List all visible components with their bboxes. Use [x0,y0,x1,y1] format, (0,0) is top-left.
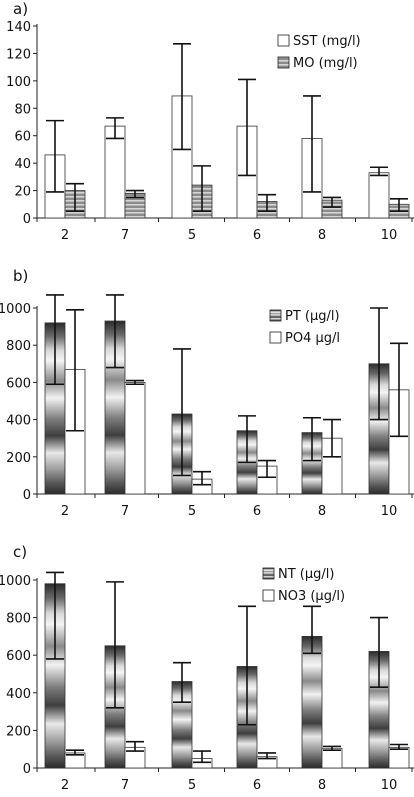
x-tick-label: 8 [318,504,326,519]
y-tick-label: 600 [6,649,31,664]
y-tick-label: 200 [6,451,31,466]
bar [321,747,343,769]
x-tick-label: 5 [188,228,196,243]
panel-label: c) [13,543,27,561]
x-tick-label: 10 [381,778,398,793]
y-tick-label: 1000 [0,302,31,317]
chart-panel-c: c) 0 200 400 600 800 1000 2 7 5 6 8 10 NT (µg/l) NO3 (… [0,543,414,793]
x-tick-label: 5 [188,778,196,793]
legend-label: SST (mg/l) [293,34,361,49]
x-tick-label: 8 [318,228,326,243]
x-tick-label: 7 [121,778,129,793]
y-tick-label: 400 [6,687,31,702]
legend-swatch [269,309,282,322]
bar [301,636,323,769]
y-tick-label: 600 [6,376,31,391]
legend: SST (mg/l) MO (mg/l) [277,34,361,71]
bar [388,746,410,769]
panel-label: b) [13,267,28,285]
y-tick-label: 0 [23,488,31,503]
legend-label: NO3 (µg/l) [278,589,345,604]
y-tick-label: 800 [6,339,31,354]
legend: NT (µg/l) NO3 (µg/l) [262,567,345,604]
x-tick-label: 2 [61,778,69,793]
y-tick-label: 100 [6,75,31,90]
legend-swatch [277,56,290,69]
y-tick-label: 200 [6,724,31,739]
x-tick-label: 6 [253,228,261,243]
x-tick-label: 6 [253,504,261,519]
x-tick-label: 8 [318,778,326,793]
x-tick-label: 7 [121,228,129,243]
legend-label: PO4 µg/l [285,331,340,346]
legend-label: PT (µg/l) [285,309,340,324]
x-tick-label: 2 [61,228,69,243]
y-tick-label: 800 [6,612,31,627]
legend-label: NT (µg/l) [278,567,334,582]
panel-label: a) [13,0,28,18]
y-tick-label: 80 [14,102,31,117]
legend-swatch [262,589,275,602]
x-tick-label: 10 [381,228,398,243]
y-tick-label: 60 [14,130,31,145]
y-tick-label: 0 [23,762,31,777]
y-tick-label: 1000 [0,574,31,589]
chart-panel-a: a) 0 20 40 60 80 100 120 140 2 7 5 6 8 10 SST (mg/l) MO … [6,0,414,243]
y-tick-label: 140 [6,20,31,35]
legend-label: MO (mg/l) [293,56,358,71]
y-tick-label: 40 [14,157,31,172]
chart-panel-b: b) 0 200 400 600 800 1000 2 7 5 6 8 10 PT (µg/l) PO4 µ… [0,267,414,519]
legend-swatch [269,331,282,344]
bar [124,381,146,495]
y-tick-label: 400 [6,414,31,429]
x-tick-label: 6 [253,778,261,793]
x-tick-label: 5 [188,504,196,519]
y-tick-label: 20 [14,185,31,200]
x-tick-label: 2 [61,504,69,519]
x-tick-label: 10 [381,504,398,519]
bar [368,172,390,219]
legend: PT (µg/l) PO4 µg/l [269,309,340,346]
y-tick-label: 120 [6,47,31,62]
legend-swatch [277,34,290,47]
x-tick-label: 7 [121,504,129,519]
bar [104,125,126,219]
legend-swatch [262,567,275,580]
y-tick-label: 0 [23,212,31,227]
